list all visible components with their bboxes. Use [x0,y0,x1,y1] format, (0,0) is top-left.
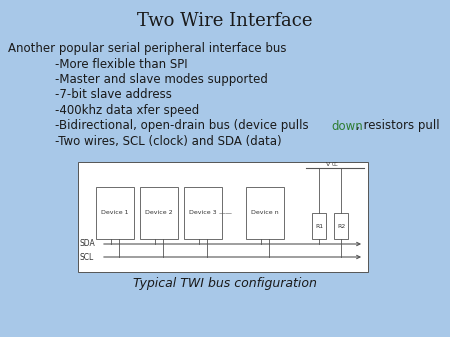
Text: CC: CC [331,162,338,167]
Bar [334,213,348,239]
Text: -Two wires, SCL (clock) and SDA (data): -Two wires, SCL (clock) and SDA (data) [55,135,282,148]
Bar [246,187,284,239]
Text: -More flexible than SPI: -More flexible than SPI [55,58,188,70]
Bar [96,187,134,239]
Text: Device 1: Device 1 [101,211,129,215]
Text: R1: R1 [315,223,323,228]
Text: down: down [331,120,363,132]
Bar [78,162,368,272]
Bar [140,187,178,239]
Text: , resistors pull: , resistors pull [356,120,443,132]
Text: -7-bit slave address: -7-bit slave address [55,89,172,101]
Text: SDA: SDA [80,240,96,248]
Text: -Bidirectional, open-drain bus (device pulls: -Bidirectional, open-drain bus (device p… [55,120,312,132]
Text: Typical TWI bus configuration: Typical TWI bus configuration [133,277,317,290]
Text: ——: —— [219,210,233,216]
Text: -Master and slave modes supported: -Master and slave modes supported [55,73,268,86]
Text: V: V [326,161,331,166]
Text: Another popular serial peripheral interface bus: Another popular serial peripheral interf… [8,42,287,55]
Bar [184,187,222,239]
Text: Device n: Device n [251,211,279,215]
Text: SCL: SCL [80,252,94,262]
Text: R2: R2 [337,223,345,228]
Text: Two Wire Interface: Two Wire Interface [137,12,313,30]
Text: -400khz data xfer speed: -400khz data xfer speed [55,104,199,117]
Bar [312,213,326,239]
Text: Device 3: Device 3 [189,211,217,215]
Text: Device 2: Device 2 [145,211,173,215]
